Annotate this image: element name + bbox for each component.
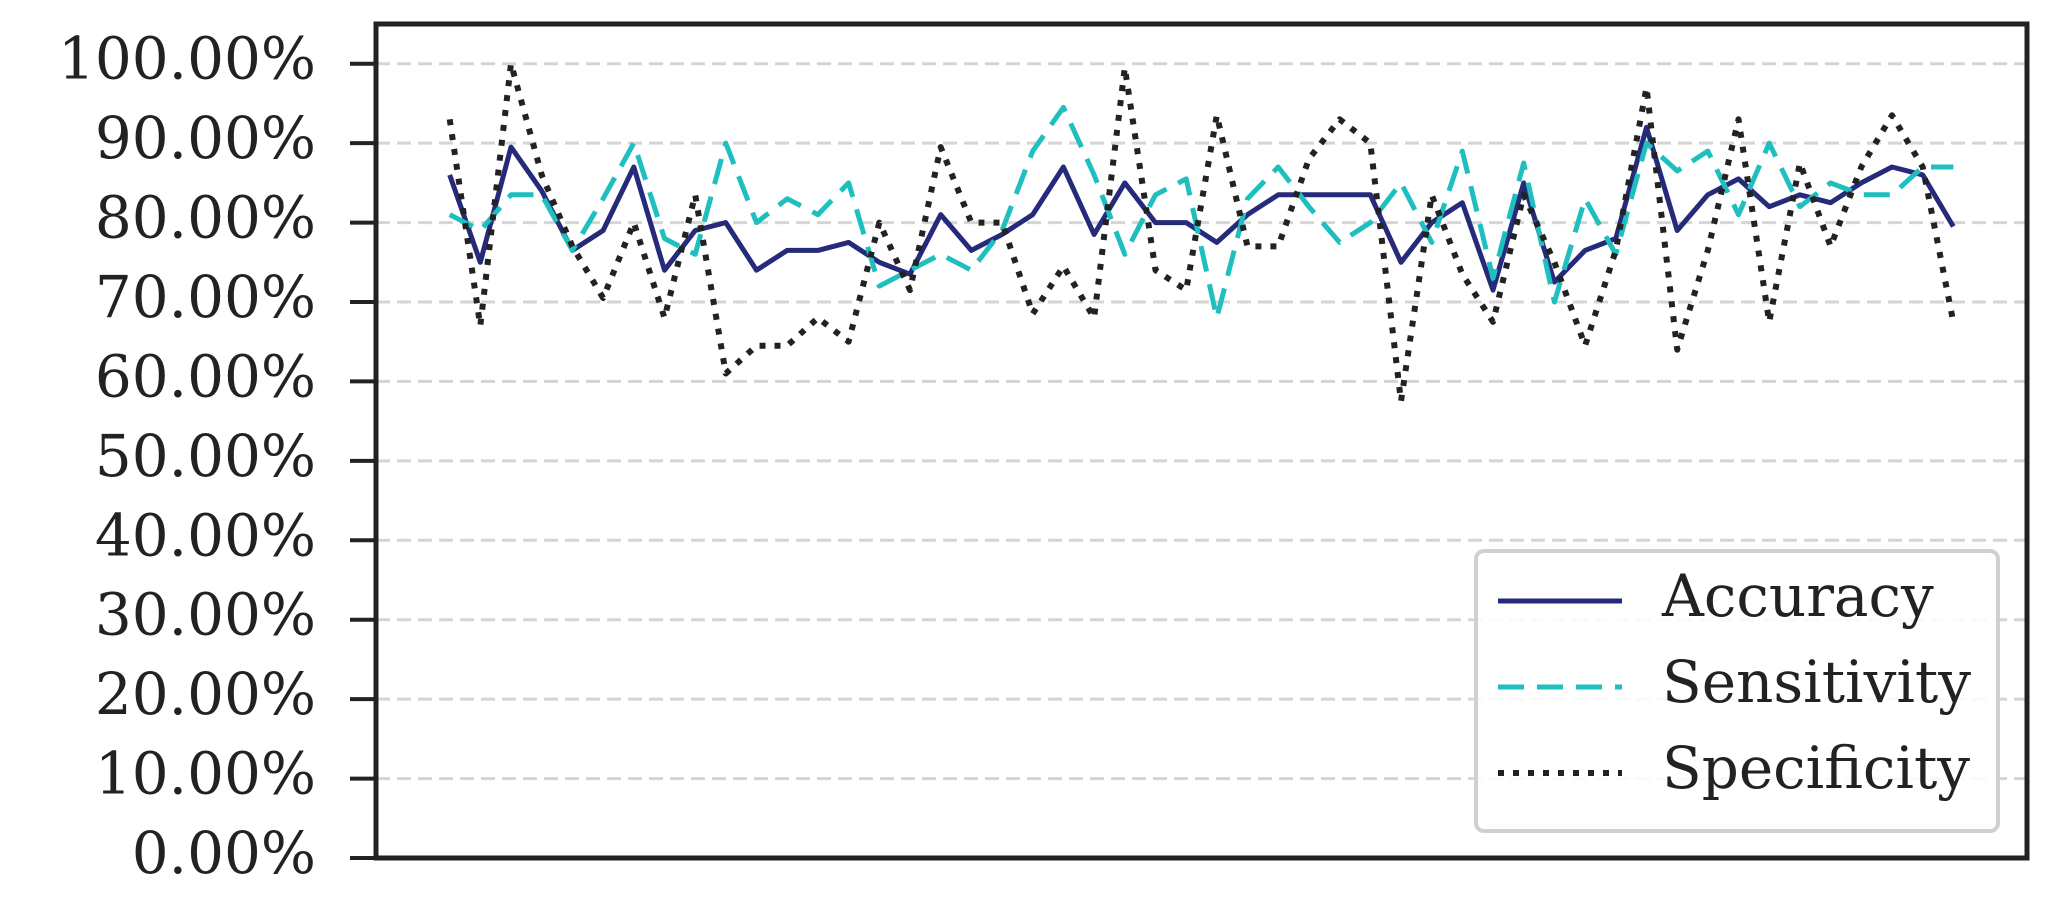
y-tick-label: 0.00%: [132, 819, 316, 887]
plot-frame: [373, 21, 2030, 861]
y-tick-label: 50.00%: [95, 422, 316, 490]
y-tick-label: 60.00%: [95, 342, 316, 410]
legend-label: Accuracy: [1661, 562, 1934, 630]
y-tick-label: 40.00%: [95, 501, 316, 569]
data-line: [448, 104, 1954, 321]
y-tick-label: 10.00%: [95, 740, 316, 808]
y-tick-label: 70.00%: [95, 263, 316, 331]
legend-box: [1474, 549, 2000, 833]
data-line: [446, 60, 1957, 405]
y-tick-label: 100.00%: [58, 25, 316, 93]
y-tick-label: 90.00%: [95, 104, 316, 172]
legend: Accuracy Sensitivity Specificity: [1474, 549, 2000, 833]
y-tick-label: 30.00%: [95, 581, 316, 649]
y-tick-label: 80.00%: [95, 184, 316, 252]
y-tick-label: 20.00%: [95, 660, 316, 728]
legend-label: Specificity: [1662, 734, 1970, 802]
legend-label: Sensitivity: [1662, 648, 1971, 716]
